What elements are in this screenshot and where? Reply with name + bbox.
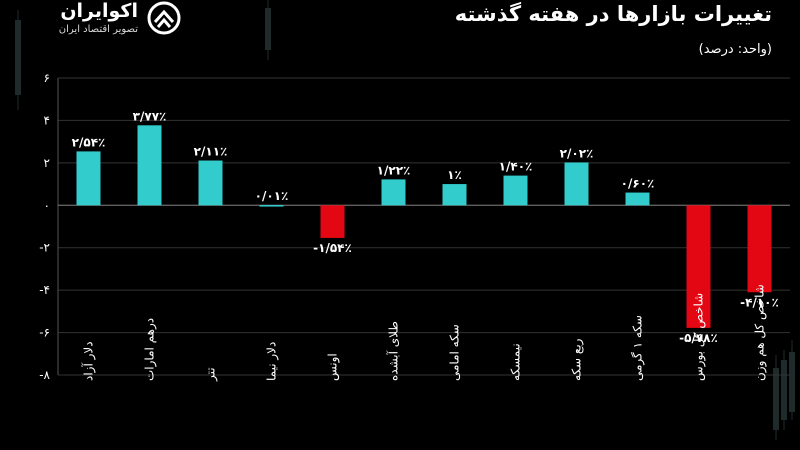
x-tick-label: شاخص کل بورس xyxy=(692,293,707,381)
bar xyxy=(320,205,345,238)
data-label: -۵/۷۸٪ xyxy=(679,331,718,345)
logo-name: اکوایران xyxy=(60,0,138,22)
y-tick-label: ۶ xyxy=(44,71,50,85)
logo: اکوایران تصویر اقتصاد ایران xyxy=(30,0,200,42)
logo-tagline: تصویر اقتصاد ایران xyxy=(58,24,138,35)
y-tick-label: -۶ xyxy=(39,326,50,340)
bar xyxy=(259,205,284,207)
bar xyxy=(625,192,650,206)
decorative-candle-body xyxy=(781,360,787,420)
x-tick-label: سکه امامی xyxy=(448,324,462,381)
decorative-candle-body xyxy=(773,368,779,430)
y-tick-label: -۴ xyxy=(39,283,50,297)
bar xyxy=(381,179,406,206)
decorative-candle-body xyxy=(789,352,795,412)
x-tick-label: اونس xyxy=(326,353,341,381)
x-tick-label: تتر xyxy=(204,367,219,382)
data-label: ۳/۷۷٪ xyxy=(133,109,167,123)
y-tick-label: ۲ xyxy=(44,156,50,170)
data-label: ۲/۵۴٪ xyxy=(72,135,106,149)
y-tick-label: ۴ xyxy=(44,113,50,127)
bar xyxy=(76,151,101,206)
bar xyxy=(442,184,467,206)
decorative-candle-body xyxy=(15,20,21,95)
bar xyxy=(198,160,223,206)
data-label: -۴/۱۰٪ xyxy=(740,295,779,309)
data-label: ۰/۰۱٪ xyxy=(255,189,289,203)
data-label: ۲/۱۱٪ xyxy=(194,145,228,159)
data-label: ۲/۰۲٪ xyxy=(560,146,594,160)
data-label: ۱٪ xyxy=(447,168,462,182)
y-tick-label: -۲ xyxy=(39,241,50,255)
logo-mark-icon xyxy=(147,1,181,35)
data-label: ۱/۴۰٪ xyxy=(499,160,533,174)
bar xyxy=(686,205,711,328)
x-tick-label: سکه ۱ گرمی xyxy=(631,315,646,381)
x-tick-label: ربع سکه xyxy=(570,338,585,381)
x-tick-label: نیمسکه xyxy=(509,343,523,381)
data-label: ۱/۲۲٪ xyxy=(377,163,411,177)
x-tick-label: دلار نیما xyxy=(265,342,280,381)
decorative-candle-body xyxy=(265,8,271,50)
x-tick-label: درهم امارات xyxy=(143,318,158,381)
bar xyxy=(137,125,162,206)
x-tick-label: دلار آزاد xyxy=(81,341,97,381)
y-tick-label: -۸ xyxy=(39,368,50,382)
bar xyxy=(503,175,528,206)
data-label: -۱/۵۴٪ xyxy=(313,241,352,255)
bar xyxy=(747,205,772,293)
page-title: تغییرات بازارها در هفته گذشته xyxy=(454,2,772,26)
y-tick-label: ۰ xyxy=(44,198,50,212)
x-tick-label: طلای آبشده xyxy=(386,321,401,381)
x-tick-label: شاخص کل هم وزن xyxy=(753,284,768,381)
bar xyxy=(564,162,589,206)
unit-label: (واحد: درصد) xyxy=(698,42,772,57)
data-label: ۰/۶۰٪ xyxy=(621,177,655,191)
